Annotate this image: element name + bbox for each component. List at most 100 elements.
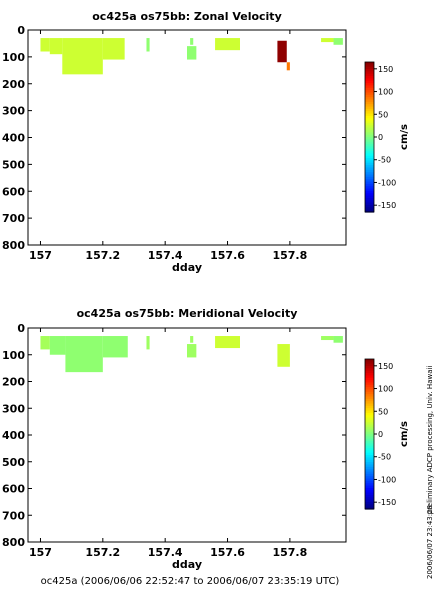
meridional-velocity-panel: oc425a os75bb: Meridional Velocity 0 100 20… <box>2 307 347 571</box>
colorbar-tick-label: 0 <box>378 430 383 439</box>
colorbar-segment <box>365 83 374 87</box>
colorbar-segment <box>365 188 374 192</box>
velocity-cell <box>190 336 194 343</box>
colorbar-segment <box>365 190 374 194</box>
velocity-cell <box>40 38 50 52</box>
colorbar-tick-label: 150 <box>378 362 393 371</box>
colorbar-tick-label: 0 <box>378 133 383 142</box>
velocity-cell <box>102 38 125 60</box>
colorbar-segment <box>365 401 374 405</box>
x-tick-label: 157.6 <box>210 249 245 262</box>
colorbar-segment <box>365 506 374 510</box>
velocity-cell <box>146 38 150 52</box>
colorbar-segment <box>365 169 374 173</box>
colorbar-segment <box>365 71 374 75</box>
x-axis-label: dday <box>172 261 202 274</box>
x-tick-label: 157.8 <box>272 546 307 559</box>
colorbar-segment <box>365 457 374 461</box>
colorbar-segment <box>365 471 374 475</box>
processing-note: preliminary ADCP processing, Univ. Hawai… <box>426 366 434 515</box>
colorbar-segment <box>365 450 374 454</box>
colorbar-segment <box>365 480 374 484</box>
colorbar-segment <box>365 497 374 501</box>
colorbar-segment <box>365 108 374 112</box>
y-tick-label: 600 <box>2 185 25 198</box>
colorbar-segment <box>365 485 374 489</box>
velocity-cell <box>49 336 66 355</box>
colorbar-segment <box>365 455 374 459</box>
colorbar-segment <box>365 448 374 452</box>
y-tick-label: 500 <box>2 456 25 469</box>
colorbar-tick-label: -50 <box>378 453 391 462</box>
colorbar-segment <box>365 141 374 145</box>
colorbar-segment <box>365 118 374 122</box>
x-axis-label: dday <box>172 558 202 571</box>
colorbar-segment <box>365 377 374 381</box>
colorbar-segment <box>365 501 374 505</box>
velocity-cell <box>215 38 240 51</box>
colorbar-segment <box>365 419 374 423</box>
y-tick-label: 0 <box>17 24 25 37</box>
colorbar-segment <box>365 504 374 508</box>
y-tick-label: 100 <box>2 51 25 64</box>
colorbar-segment <box>365 62 374 65</box>
x-tick-label: 157.4 <box>148 249 183 262</box>
colorbar-segment <box>365 384 374 388</box>
colorbar-segment <box>365 78 374 82</box>
y-tick-label: 0 <box>17 322 25 335</box>
colorbar-segment <box>365 483 374 487</box>
colorbar-tick-label: 50 <box>378 110 388 119</box>
colorbar-segment <box>365 370 374 374</box>
chart-title: oc425a os75bb: Meridional Velocity <box>77 307 298 320</box>
colorbar-label: cm/s <box>399 421 410 447</box>
chart-title: oc425a os75bb: Zonal Velocity <box>92 10 282 23</box>
colorbar-tick-label: 50 <box>378 407 388 416</box>
zonal-colorbar: 150 100 50 0 -50 -100 -150 cm/s <box>364 61 410 213</box>
colorbar-segment <box>365 125 374 129</box>
velocity-cell <box>321 336 334 341</box>
colorbar-segment <box>365 361 374 365</box>
colorbar-segment <box>365 122 374 126</box>
x-tick-label: 157.6 <box>210 546 245 559</box>
colorbar-segment <box>365 165 374 169</box>
colorbar-segment <box>365 99 374 103</box>
colorbar-segment <box>365 394 374 398</box>
colorbar-segment <box>365 373 374 377</box>
colorbar-segment <box>365 429 374 433</box>
colorbar-segment <box>365 424 374 428</box>
y-tick-label: 200 <box>2 78 25 91</box>
colorbar-segment <box>365 445 374 449</box>
colorbar-segment <box>365 111 374 115</box>
colorbar-segment <box>365 434 374 437</box>
colorbar-segment <box>365 490 374 494</box>
colorbar-segment <box>365 64 374 68</box>
colorbar-segment <box>365 179 374 183</box>
colorbar-segment <box>365 459 374 463</box>
velocity-cell <box>190 38 194 45</box>
colorbar-segment <box>365 436 374 440</box>
colorbar-segment <box>365 148 374 152</box>
y-tick-label: 200 <box>2 376 25 389</box>
colorbar-segment <box>365 417 374 421</box>
colorbar-segment <box>365 366 374 369</box>
y-tick-label: 700 <box>2 212 25 225</box>
colorbar-tick-label: 100 <box>378 385 393 394</box>
velocity-cell <box>146 336 150 350</box>
colorbar-segment <box>365 85 374 89</box>
velocity-cell <box>277 344 290 367</box>
colorbar-segment <box>365 158 374 162</box>
colorbar-segment <box>365 202 374 206</box>
colorbar-segment <box>365 197 374 201</box>
colorbar-segment <box>365 176 374 180</box>
colorbar-segment <box>365 359 374 362</box>
colorbar-segment <box>365 153 374 157</box>
colorbar-segment <box>365 160 374 164</box>
colorbar-segment <box>365 115 374 119</box>
colorbar-segment <box>365 408 374 412</box>
x-tick-label: 157 <box>29 249 52 262</box>
colorbar-segment <box>365 209 374 213</box>
colorbar-segment <box>365 462 374 466</box>
velocity-cell <box>65 336 103 373</box>
velocity-cell <box>187 344 197 358</box>
colorbar-segment <box>365 193 374 197</box>
